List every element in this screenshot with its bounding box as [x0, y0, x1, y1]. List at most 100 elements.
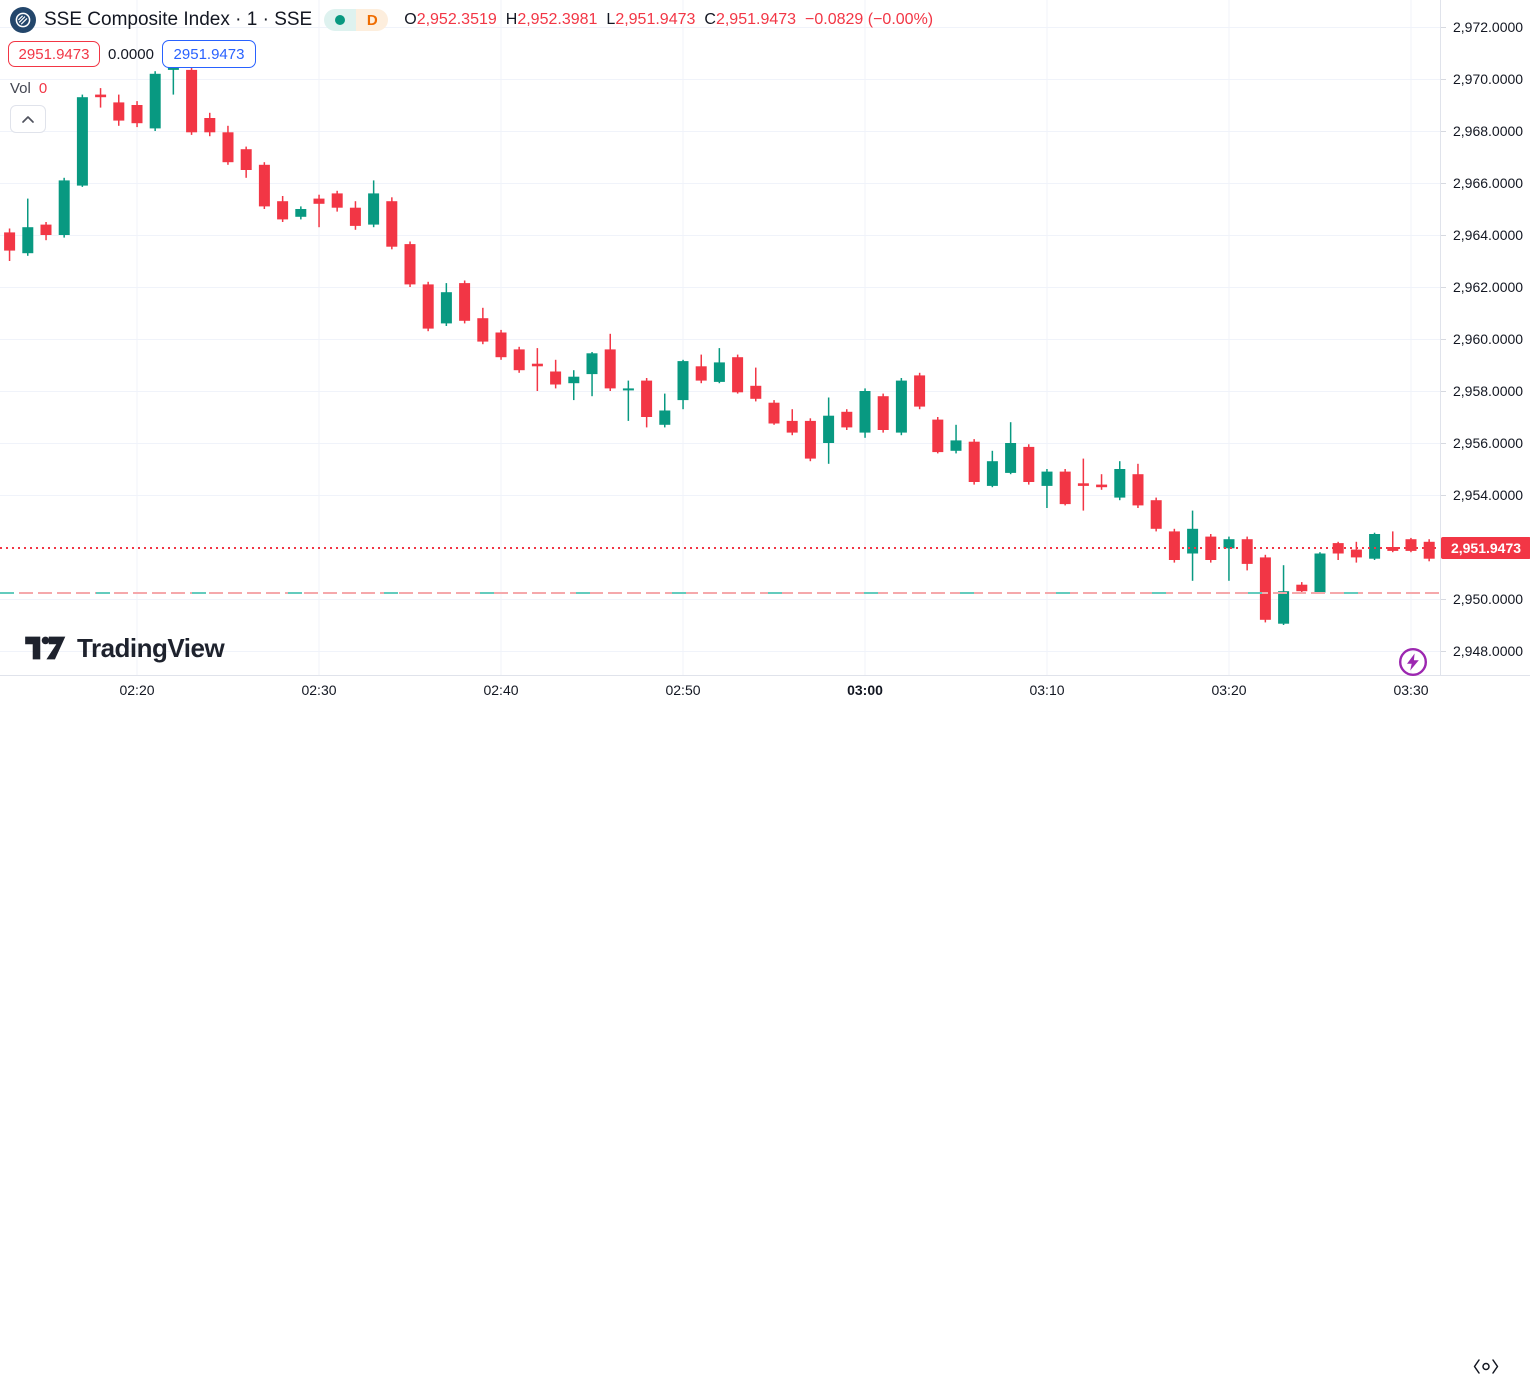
candle	[1005, 422, 1017, 475]
price-tick-mark	[1441, 339, 1446, 340]
symbol-title[interactable]: SSE Composite Index · 1 · SSE	[44, 9, 313, 30]
market-status-icon	[324, 9, 357, 31]
candle	[1423, 539, 1435, 562]
candle	[368, 180, 380, 228]
price-tick-label: 2,956.0000	[1453, 435, 1524, 451]
candle	[295, 206, 307, 220]
price-axis[interactable]: 2,951.9473 2,972.0000 2,970.0000 2,968.000…	[1440, 0, 1530, 675]
price-tick-mark	[1441, 79, 1446, 80]
candle	[586, 352, 598, 397]
candle	[1241, 536, 1253, 571]
scale-mode-icon[interactable]	[1472, 1357, 1500, 1376]
price-tick-label: 2,960.0000	[1453, 331, 1524, 347]
price-tick-mark	[1441, 183, 1446, 184]
candle	[495, 329, 507, 360]
chevron-up-icon	[22, 115, 34, 123]
change-value: −0.0829 (−0.00%)	[805, 11, 934, 28]
candle	[568, 370, 580, 401]
candle	[76, 94, 88, 187]
price-tick-label: 2,950.0000	[1453, 591, 1524, 607]
price-tick-mark	[1441, 235, 1446, 236]
candle	[513, 346, 525, 373]
time-tick-label: 02:20	[119, 682, 155, 698]
candle	[859, 388, 871, 438]
candle	[222, 125, 234, 165]
time-tick-label: 02:50	[665, 682, 701, 698]
price-tick-mark	[1441, 651, 1446, 652]
tradingview-watermark-text: TradingView	[77, 632, 225, 663]
price-tick-label: 2,972.0000	[1453, 19, 1524, 35]
high-value: H2,952.3981	[505, 11, 598, 28]
spread-label: 0.0000	[108, 45, 154, 63]
trading-widget: 2951.9473 0.0000 2951.9473	[8, 40, 256, 68]
candle	[313, 194, 325, 228]
candle	[113, 94, 125, 126]
current-price-badge: 2,951.9473	[1441, 537, 1530, 559]
symbol-logo-icon	[10, 7, 36, 33]
candle	[1296, 582, 1308, 594]
candle	[459, 280, 471, 324]
candle	[1023, 444, 1035, 485]
candle	[713, 348, 725, 384]
candle	[477, 307, 489, 345]
candle	[677, 359, 689, 410]
candle	[895, 378, 907, 436]
grid-lines	[0, 0, 1440, 675]
price-tick-label: 2,968.0000	[1453, 123, 1524, 139]
candle	[1096, 474, 1108, 490]
candle	[258, 162, 270, 209]
time-axis[interactable]: 02:20 02:30 02:40 02:50 03:00 03:10 03:20 03:30	[0, 675, 1530, 1374]
candle	[386, 197, 398, 250]
time-tick-label: 03:10	[1029, 682, 1065, 698]
buy-price-button[interactable]: 2951.9473	[162, 40, 256, 68]
legend-row-title: SSE Composite Index · 1 · SSE D O2,952.3…	[10, 7, 933, 33]
candle	[277, 196, 289, 222]
candle	[750, 367, 762, 402]
candle	[968, 439, 980, 485]
candle	[422, 281, 434, 332]
candle	[1332, 541, 1344, 560]
previous-close-line	[0, 592, 1440, 594]
tradingview-watermark[interactable]: TradingView	[24, 631, 225, 665]
time-tick-label: 02:40	[483, 682, 519, 698]
candle	[1077, 458, 1089, 511]
ohlc-values: O2,952.3519 H2,952.3981 L2,951.9473 C2,9…	[404, 11, 933, 29]
candle	[1223, 536, 1235, 581]
candle	[204, 112, 216, 137]
interval-badge[interactable]: D	[324, 9, 389, 31]
candle	[786, 409, 798, 436]
candle	[695, 354, 707, 384]
candle	[186, 63, 198, 135]
candle	[932, 417, 944, 454]
candle	[877, 393, 889, 433]
price-tick-mark	[1441, 27, 1446, 28]
candle	[914, 372, 926, 410]
candle	[531, 348, 543, 391]
candle	[823, 397, 835, 464]
candle	[804, 418, 816, 462]
collapse-pane-button[interactable]	[10, 105, 46, 133]
price-tick-mark	[1441, 599, 1446, 600]
candle	[349, 201, 361, 230]
time-tick-label: 03:00	[847, 682, 883, 698]
candle	[1314, 552, 1326, 594]
volume-label: Vol	[10, 80, 31, 97]
interval-label: D	[356, 9, 389, 31]
lightning-icon[interactable]	[1398, 647, 1428, 677]
candle	[149, 71, 161, 131]
candle	[440, 283, 452, 326]
sell-price-button[interactable]: 2951.9473	[8, 41, 100, 67]
close-value: C2,951.9473	[704, 11, 797, 28]
candle	[950, 424, 962, 454]
candle	[1405, 537, 1417, 553]
chart-pane[interactable]	[0, 0, 1440, 675]
candle	[1041, 469, 1053, 508]
candle	[240, 146, 252, 178]
candle	[768, 400, 780, 425]
candle	[22, 198, 34, 256]
price-tick-mark	[1441, 131, 1446, 132]
price-tick-mark	[1441, 287, 1446, 288]
candle	[841, 409, 853, 430]
volume-value: 0	[38, 80, 48, 97]
price-tick-label: 2,962.0000	[1453, 279, 1524, 295]
